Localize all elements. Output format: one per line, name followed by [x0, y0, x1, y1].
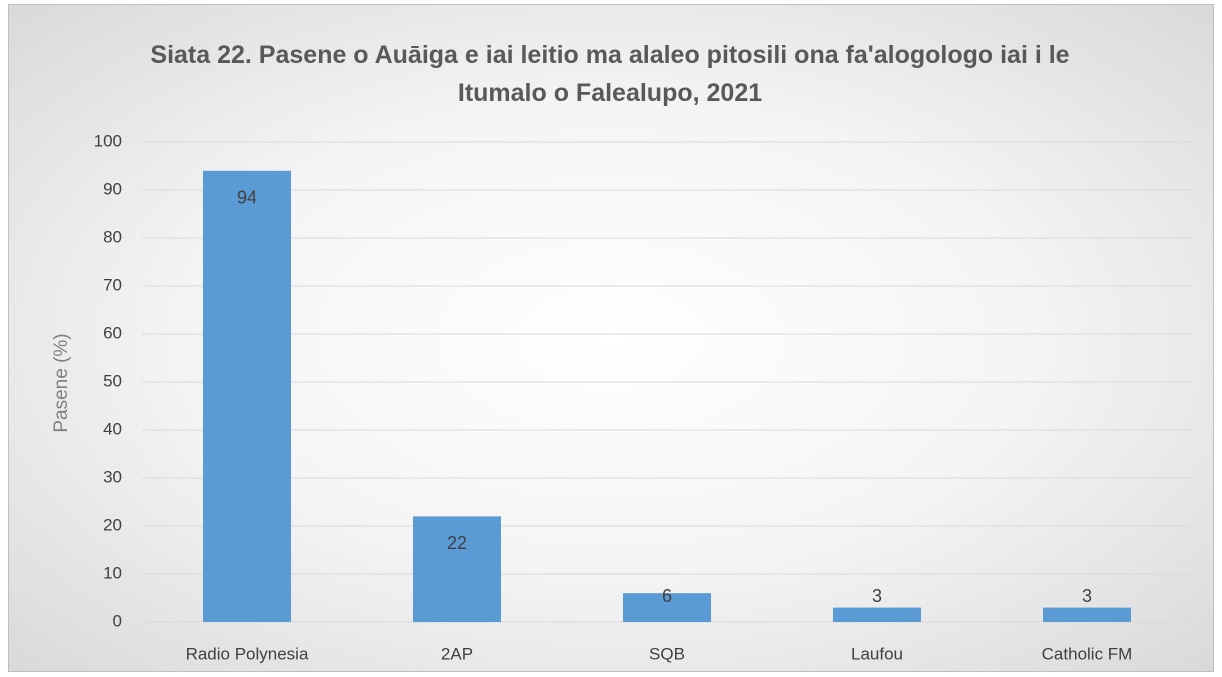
- chart-title: Siata 22. Pasene o Auāiga e iai leitio m…: [150, 41, 1070, 107]
- bar: [203, 170, 291, 623]
- y-tick-label: 90: [103, 179, 122, 198]
- x-tick-label: Catholic FM: [1042, 644, 1133, 663]
- y-axis-label: Pasene (%): [51, 333, 72, 432]
- bar: [833, 607, 921, 622]
- x-tick-label: 2AP: [441, 644, 473, 663]
- data-label: 94: [237, 188, 257, 208]
- data-label: 3: [1082, 586, 1092, 606]
- y-tick-label: 0: [113, 611, 122, 630]
- bar: [623, 593, 711, 622]
- bar: [413, 516, 501, 622]
- data-label: 22: [447, 533, 467, 553]
- y-tick-label: 30: [103, 467, 122, 486]
- bar: [1043, 607, 1131, 622]
- data-label: 6: [662, 586, 672, 606]
- y-tick-label: 10: [103, 563, 122, 582]
- y-tick-label: 60: [103, 323, 122, 342]
- data-label: 3: [872, 586, 882, 606]
- y-tick-label: 40: [103, 419, 122, 438]
- y-tick-label: 50: [103, 371, 122, 390]
- x-tick-label: Laufou: [851, 644, 903, 663]
- y-tick-label: 70: [103, 275, 122, 294]
- x-tick-label: Radio Polynesia: [186, 644, 309, 663]
- y-tick-label: 80: [103, 227, 122, 246]
- x-tick-label: SQB: [649, 644, 685, 663]
- y-tick-label: 20: [103, 515, 122, 534]
- y-tick-label: 100: [94, 131, 122, 150]
